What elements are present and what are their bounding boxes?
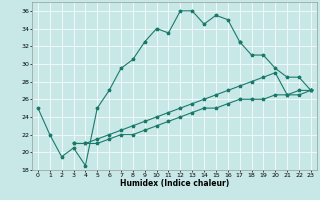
X-axis label: Humidex (Indice chaleur): Humidex (Indice chaleur) <box>120 179 229 188</box>
